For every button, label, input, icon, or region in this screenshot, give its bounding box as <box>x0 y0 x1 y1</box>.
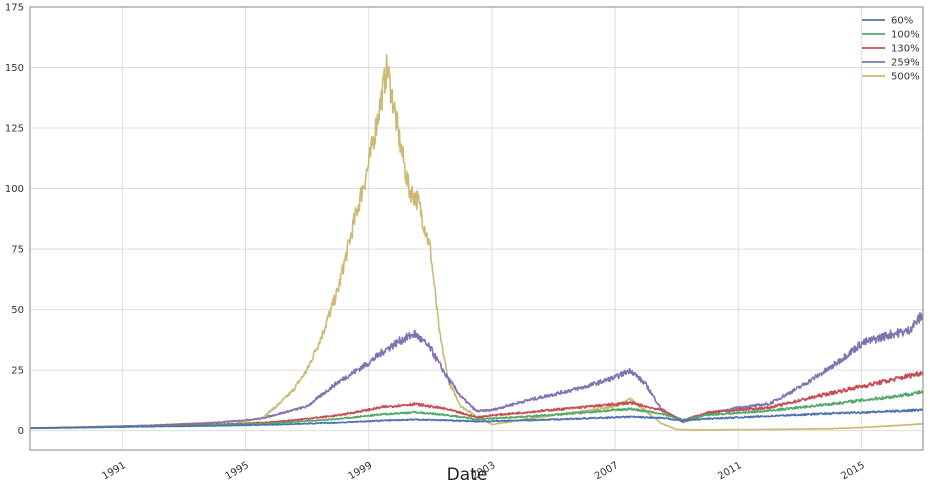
y-tick-label: 0 <box>18 426 24 437</box>
plot-frame <box>29 6 924 451</box>
x-tick-label: 2015 <box>839 460 867 482</box>
legend: 60% 100% 130% 259% 500% <box>862 16 920 83</box>
series-line <box>29 312 924 430</box>
gridlines <box>30 6 923 450</box>
legend-label: 130% <box>891 44 920 55</box>
legend-label: 100% <box>891 30 920 41</box>
y-tick-label: 150 <box>5 63 24 74</box>
x-tick-label: 1991 <box>100 460 128 482</box>
x-tick-label: 2007 <box>593 460 621 482</box>
x-tick-label: 2011 <box>716 460 744 482</box>
x-tick-label: 1995 <box>224 460 252 482</box>
series-lines <box>29 53 924 431</box>
legend-label: 259% <box>891 58 920 69</box>
y-tick-label: 175 <box>5 3 24 14</box>
y-tick-label: 125 <box>5 124 24 135</box>
legend-label: 60% <box>891 16 913 27</box>
y-tick-label: 25 <box>11 366 24 377</box>
x-axis-label: Date <box>447 465 488 485</box>
y-tick-label: 100 <box>5 184 24 195</box>
y-tick-label: 75 <box>11 245 24 256</box>
y-tick-label: 50 <box>11 305 24 316</box>
x-tick-label: 1999 <box>347 460 375 482</box>
series-line <box>29 53 924 431</box>
legend-label: 500% <box>891 72 920 83</box>
series-line <box>29 408 924 430</box>
y-axis-ticks: 0 25 50 75 100 125 150 175 <box>5 3 24 438</box>
